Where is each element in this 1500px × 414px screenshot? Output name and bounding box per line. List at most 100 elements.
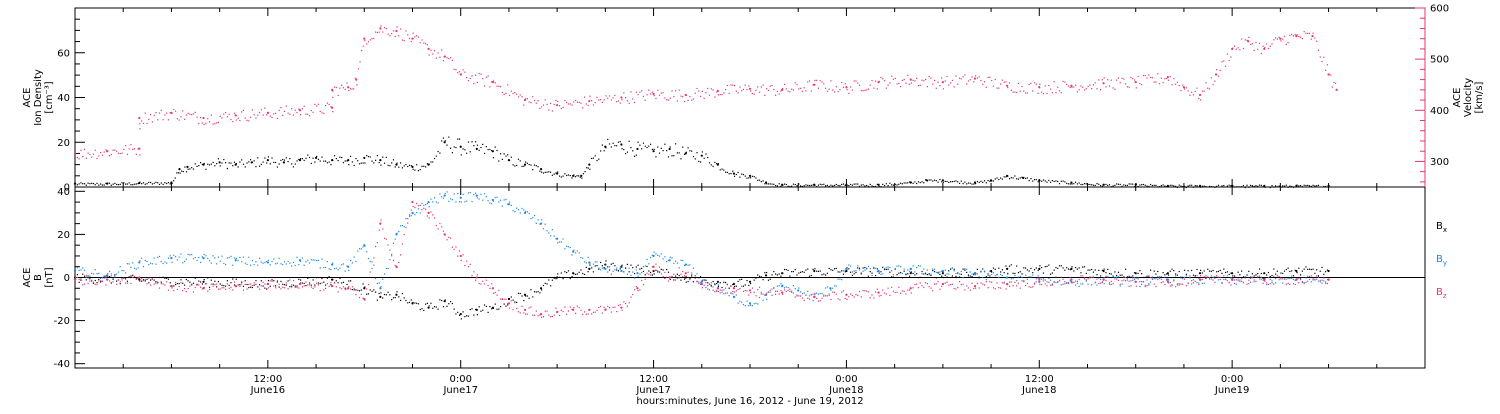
data-point [941, 272, 944, 275]
data-point [1223, 278, 1225, 280]
data-point [1100, 89, 1102, 91]
data-point [349, 88, 352, 90]
y-axis-title-left-line1: ACE [22, 268, 33, 288]
data-point [673, 155, 675, 157]
data-point [875, 275, 877, 277]
data-point [300, 114, 302, 116]
data-point [585, 103, 587, 105]
data-point [1235, 186, 1237, 188]
data-point [644, 278, 646, 280]
data-point [379, 27, 382, 30]
data-point [1321, 279, 1323, 281]
data-point [337, 291, 339, 293]
data-point [892, 290, 895, 292]
data-point [651, 91, 653, 93]
data-point [691, 275, 693, 278]
data-point [516, 301, 518, 304]
data-point [260, 163, 262, 165]
data-point [764, 94, 766, 96]
data-point [1335, 88, 1338, 91]
y-tick-label-left: 60 [57, 48, 70, 59]
data-point [257, 157, 259, 159]
data-point [1223, 275, 1225, 277]
data-point [1039, 180, 1041, 182]
data-point [330, 164, 332, 166]
data-point [464, 316, 466, 318]
data-point [321, 277, 323, 280]
data-point [1003, 81, 1005, 83]
data-point [80, 279, 82, 281]
data-point [689, 264, 691, 266]
data-point [226, 280, 228, 282]
data-point [1083, 277, 1086, 279]
data-point [810, 184, 812, 187]
data-point [482, 280, 484, 282]
data-point [351, 286, 353, 288]
data-point [1316, 269, 1318, 271]
data-point [807, 184, 809, 186]
data-point [1091, 184, 1093, 186]
data-point [223, 113, 225, 115]
data-point [564, 173, 566, 175]
data-point [651, 254, 653, 256]
data-point [650, 93, 652, 95]
data-point [819, 270, 821, 272]
data-point [689, 150, 691, 152]
data-point [408, 214, 411, 216]
data-point [1051, 92, 1053, 94]
data-point [498, 201, 500, 203]
y-tick-label-right: 500 [1430, 55, 1449, 66]
data-point [582, 173, 585, 175]
data-point [1308, 32, 1311, 34]
data-point [1107, 79, 1109, 81]
data-point [760, 181, 762, 183]
data-point [408, 37, 411, 40]
data-point [1173, 280, 1175, 282]
data-point [725, 292, 727, 294]
data-point [462, 254, 464, 256]
data-point [846, 269, 848, 271]
data-point [257, 286, 259, 288]
data-point [250, 116, 252, 118]
data-point [476, 81, 478, 84]
data-point [678, 89, 680, 91]
data-point [1144, 284, 1146, 286]
data-point [730, 84, 732, 86]
data-point [1312, 32, 1314, 34]
data-point [798, 183, 800, 185]
data-point [244, 262, 246, 264]
data-point [458, 250, 461, 252]
data-point [808, 295, 811, 297]
data-point [301, 108, 303, 110]
data-point [650, 271, 652, 274]
data-point [158, 255, 161, 258]
data-point [237, 166, 239, 168]
data-point [262, 161, 264, 163]
data-point [223, 262, 225, 264]
data-point [357, 160, 359, 162]
data-point [1275, 278, 1277, 280]
data-point [703, 284, 705, 286]
data-point [1303, 268, 1305, 270]
data-point [1278, 276, 1280, 279]
data-point [1073, 183, 1075, 185]
data-point [657, 146, 659, 148]
data-point [78, 281, 80, 283]
data-point [530, 164, 532, 166]
data-point [373, 257, 375, 259]
data-point [519, 292, 521, 295]
data-point [346, 265, 348, 267]
data-point [218, 161, 221, 164]
data-point [107, 150, 109, 152]
data-point [573, 273, 575, 275]
x-tick-label-day: June17 [442, 385, 478, 396]
data-point [556, 276, 559, 279]
data-point [257, 264, 259, 266]
data-point [753, 93, 755, 95]
data-point [887, 287, 889, 289]
data-point [1169, 285, 1171, 287]
data-point [813, 83, 816, 86]
data-point [841, 183, 843, 186]
data-point [1039, 277, 1041, 279]
data-point [519, 212, 521, 214]
